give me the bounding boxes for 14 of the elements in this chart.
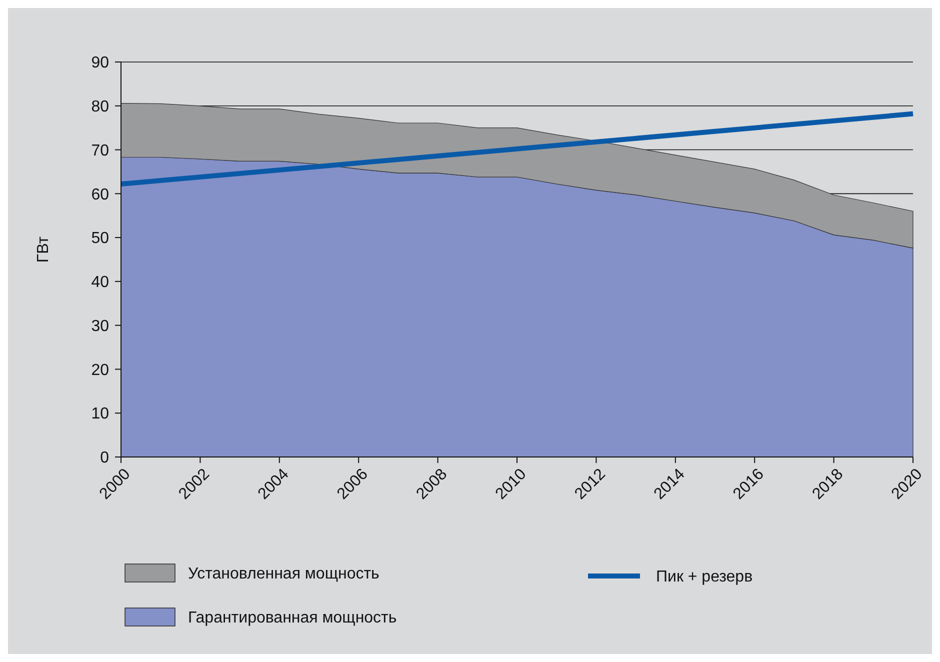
y-tick-label: 10 [91, 406, 110, 423]
y-tick-label: 90 [91, 54, 110, 72]
y-tick-label: 50 [91, 230, 110, 248]
y-tick-label: 20 [91, 362, 110, 379]
y-tick-label: 40 [91, 274, 110, 292]
y-tick-label: 80 [91, 98, 110, 116]
legend-label: Пик + резерв [656, 568, 753, 586]
y-tick-label: 30 [91, 318, 110, 335]
y-tick-label: 70 [91, 142, 110, 160]
legend-label: Гарантированная мощность [188, 610, 397, 627]
y-tick-label: 60 [91, 186, 110, 204]
legend-label: Установленная мощность [188, 566, 380, 583]
y-tick-label: 0 [100, 450, 110, 467]
y-axis-title: ГВт [35, 236, 52, 263]
